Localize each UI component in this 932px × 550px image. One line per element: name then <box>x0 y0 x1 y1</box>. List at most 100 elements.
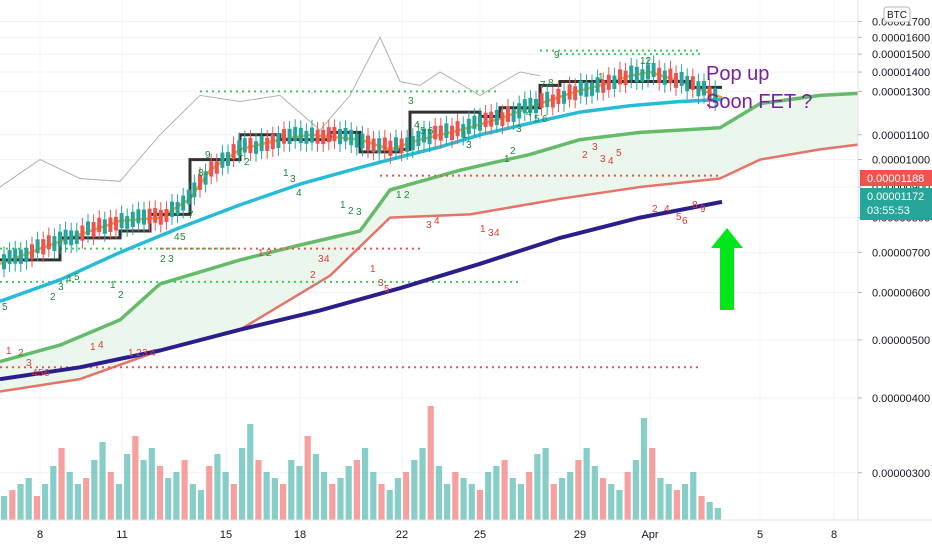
candle-body <box>539 93 544 108</box>
candle-body <box>455 121 460 137</box>
candle-body <box>97 217 102 233</box>
candle-body <box>522 99 527 114</box>
candle-body <box>702 80 706 96</box>
candle-body <box>606 74 611 90</box>
candle-body <box>595 77 600 93</box>
candle-body <box>265 137 270 152</box>
candle-body <box>422 128 426 143</box>
volume-bar <box>624 472 631 520</box>
candle-body <box>388 140 393 156</box>
candle-body <box>304 130 309 144</box>
time-axis[interactable] <box>0 520 932 550</box>
volume-bar <box>616 490 623 520</box>
td-count-up: 6 <box>542 114 548 125</box>
candle-body <box>158 209 163 225</box>
candle-body <box>214 161 219 174</box>
td-count-down: 2 <box>582 150 588 161</box>
candle-body <box>58 231 62 247</box>
td-count-down: 8 <box>692 200 698 211</box>
candle-body <box>707 86 712 101</box>
last-price-label: 0.00001188 <box>860 170 932 186</box>
td-count-down: 3 <box>378 278 384 289</box>
volume-bar <box>714 508 721 520</box>
volume-bar <box>255 460 262 520</box>
candle-body <box>181 195 186 211</box>
time-tick-label: 22 <box>396 529 408 541</box>
volume-bar <box>25 478 32 520</box>
volume-bar <box>42 484 49 520</box>
candle-body <box>18 249 23 264</box>
volume-bar <box>476 490 484 520</box>
volume-bar <box>132 436 139 520</box>
candle-body <box>618 69 622 85</box>
candle-body <box>7 249 12 265</box>
volume-bar <box>320 472 328 520</box>
candle-body <box>2 254 6 270</box>
candle-body <box>242 138 247 153</box>
volume-bar <box>583 448 590 520</box>
candle-body <box>354 133 359 148</box>
candle-body <box>360 133 365 149</box>
volume-bar <box>526 472 533 520</box>
volume-bar <box>83 478 90 520</box>
td-count-down: 5 <box>38 368 44 379</box>
price-tick-label: 0.00001100 <box>872 130 929 142</box>
candle-body <box>651 63 656 78</box>
candle-body <box>198 174 202 190</box>
td-count-up: 2 <box>510 146 516 157</box>
volume-bar <box>591 466 598 520</box>
td-count-up: 2 <box>50 292 56 303</box>
symbol-badge[interactable]: BTC <box>883 6 911 23</box>
volume-bar <box>509 478 516 520</box>
td-count-up: 5 <box>74 272 80 283</box>
volume-bar <box>690 472 697 520</box>
volume-bar <box>550 484 557 520</box>
candlesticks <box>2 55 718 278</box>
td-count-down: 2 <box>18 348 24 359</box>
td-count-up: 3 <box>408 96 414 107</box>
volume-bar <box>238 448 246 520</box>
td-count-down: 3 <box>488 228 494 239</box>
volume-bar <box>493 466 500 520</box>
candle-body <box>30 244 34 260</box>
td-count-down: 5 <box>616 148 622 159</box>
symbol-badge-label: BTC <box>887 10 907 21</box>
candle-body <box>556 88 561 105</box>
time-tick-label: 8 <box>831 529 837 541</box>
candle-body <box>248 137 253 154</box>
candle-body <box>713 88 718 103</box>
volume-bar <box>460 478 467 520</box>
bar-countdown: 03:55:53 <box>867 205 910 217</box>
candle-body <box>517 103 522 119</box>
td-count-down: 1 <box>6 346 12 357</box>
volume-bar <box>99 442 106 520</box>
candle-body <box>24 247 29 262</box>
candle-body <box>483 112 488 128</box>
td-count-up: 4 <box>174 232 180 243</box>
candle-body <box>175 201 180 215</box>
candle-body <box>136 209 141 224</box>
candle-body <box>405 137 410 152</box>
price-tick-label: 0.00001600 <box>872 32 930 44</box>
td-count-down: 4 <box>608 156 614 167</box>
candle-body <box>270 134 275 150</box>
volume-bar <box>673 490 680 520</box>
volume-bar <box>230 484 237 520</box>
thin-gray-line <box>0 36 541 188</box>
time-tick-label: 29 <box>574 529 586 541</box>
price-axis[interactable] <box>858 0 932 520</box>
volume-bar <box>329 484 336 520</box>
td-count-up: 6 <box>428 126 434 137</box>
volume-bar <box>148 448 155 520</box>
td-count-down: 1 <box>90 342 96 353</box>
volume-bar <box>353 460 360 520</box>
td-count-up: 4 <box>296 188 302 199</box>
candle-body <box>69 230 74 246</box>
td-count-up: 1 <box>110 280 116 291</box>
td-count-up: 3 <box>516 124 522 135</box>
time-tick-label: 25 <box>474 529 486 541</box>
last-price-value: 0.00001188 <box>867 173 924 185</box>
volume-bar <box>173 472 180 520</box>
candle-body <box>489 111 494 127</box>
